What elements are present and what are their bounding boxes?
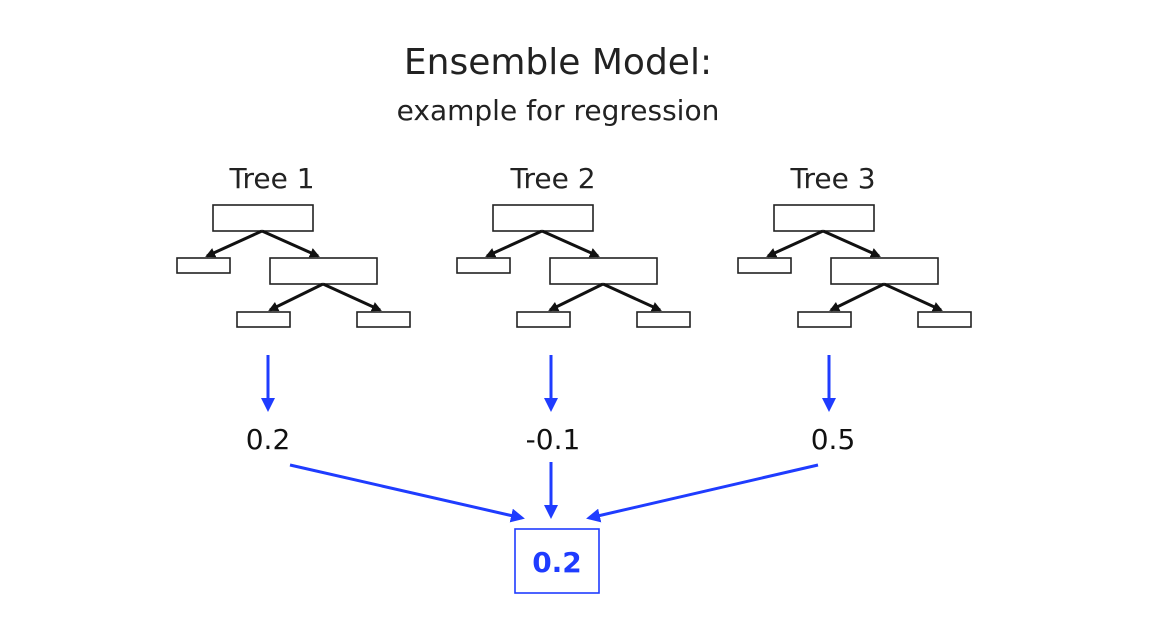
internal-node xyxy=(830,257,939,285)
tree-edge xyxy=(541,229,600,258)
tree-3-prediction: 0.5 xyxy=(811,423,856,456)
internal-node xyxy=(269,257,378,285)
aggregate-arrow-right xyxy=(586,463,819,523)
tree-2-prediction: -0.1 xyxy=(526,423,581,456)
tree-edge xyxy=(766,229,824,258)
tree-edge xyxy=(261,229,320,258)
leaf-node xyxy=(236,311,291,328)
leaf-node xyxy=(797,311,852,328)
tree-edge xyxy=(548,282,604,312)
tree-label: Tree 3 xyxy=(789,162,875,195)
leaf-node xyxy=(356,311,411,328)
tree-edge xyxy=(485,229,543,258)
leaf-node xyxy=(636,311,691,328)
leaf-node xyxy=(516,311,571,328)
tree-edge xyxy=(822,229,881,258)
diagram-title: Ensemble Model: xyxy=(404,42,712,83)
tree-label: Tree 2 xyxy=(509,162,595,195)
tree-edge xyxy=(205,229,263,258)
leaf-node xyxy=(737,257,792,274)
tree-1: Tree 1 xyxy=(176,162,411,328)
tree-2: Tree 2 xyxy=(456,162,691,328)
ensemble-result-box xyxy=(514,528,600,594)
ensemble-result: 0.2 xyxy=(532,546,582,579)
leaf-node xyxy=(917,311,972,328)
root-node xyxy=(492,204,594,232)
internal-node xyxy=(549,257,658,285)
tree-edge xyxy=(322,282,382,312)
tree-1-prediction: 0.2 xyxy=(246,423,291,456)
tree-3: Tree 3 xyxy=(737,162,972,328)
leaf-node xyxy=(456,257,511,274)
tree-edge xyxy=(268,282,324,312)
tree-edge xyxy=(602,282,662,312)
tree-edge xyxy=(883,282,943,312)
aggregate-arrow-left xyxy=(289,463,525,523)
leaf-node xyxy=(176,257,231,274)
diagram-subtitle: example for regression xyxy=(397,94,720,127)
tree-edge xyxy=(829,282,885,312)
root-node xyxy=(212,204,314,232)
root-node xyxy=(773,204,875,232)
tree-label: Tree 1 xyxy=(228,162,314,195)
